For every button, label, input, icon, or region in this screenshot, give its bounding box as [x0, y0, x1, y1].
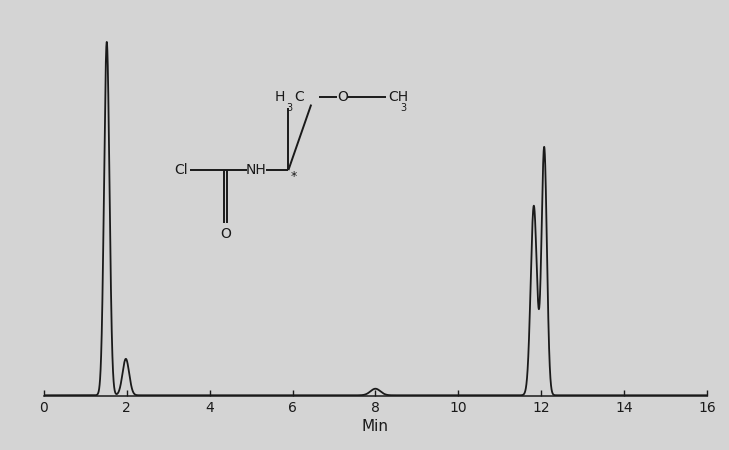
Text: O: O	[220, 227, 231, 241]
Text: O: O	[337, 90, 348, 104]
Text: 3: 3	[400, 103, 407, 113]
Text: 3: 3	[286, 103, 292, 113]
X-axis label: Min: Min	[362, 419, 389, 434]
Text: C: C	[295, 90, 304, 104]
Text: Cl: Cl	[174, 163, 187, 177]
Text: *: *	[291, 170, 297, 183]
Text: CH: CH	[388, 90, 408, 104]
Text: H: H	[275, 90, 286, 104]
Text: NH: NH	[246, 163, 267, 177]
